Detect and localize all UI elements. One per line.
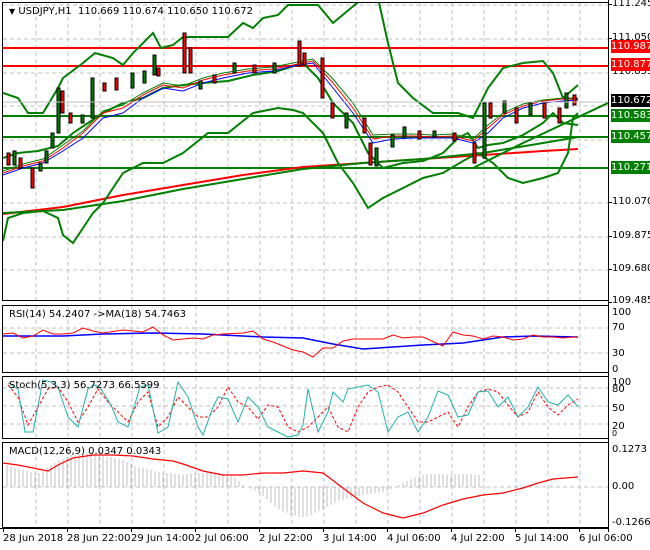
macd-axis-label: 0.1273: [612, 444, 647, 455]
ohlc-values: 110.669 110.674 110.650 110.672: [78, 6, 253, 17]
price-axis-label: 111.245: [612, 0, 650, 9]
xtick: [131, 528, 132, 532]
time-axis-label: 5 Jul 14:00: [515, 533, 569, 544]
support-tag-2: 110.457: [611, 130, 650, 143]
time-axis-label: 29 Jun 14:00: [131, 533, 195, 544]
triangle-down-icon[interactable]: ▼: [9, 7, 16, 16]
price-chart-canvas: [3, 3, 608, 300]
time-axis-label: 2 Jul 22:00: [259, 533, 313, 544]
ytick: [608, 236, 612, 237]
time-axis-label: 28 Jun 2018: [3, 533, 64, 544]
stoch-axis-label: 80: [612, 384, 625, 395]
stoch-axis-label: 0: [612, 429, 618, 438]
rsi-line: [3, 326, 578, 358]
rsi-label: RSI(14) 54.2407 ->MA(18) 54.7463: [9, 309, 186, 320]
macd-axis-label: 0.00: [612, 481, 635, 492]
stoch-grid: [3, 377, 608, 438]
bollinger-upper: [3, 3, 579, 120]
xtick: [515, 528, 516, 532]
stoch-axis-label: 20: [612, 421, 625, 432]
support-tag-1: 110.583: [611, 109, 650, 122]
macd-signal-line: [3, 454, 579, 519]
xtick: [3, 528, 4, 532]
resistance-tag-2: 110.877: [611, 58, 650, 71]
time-axis-label: 28 Jun 22:00: [67, 533, 131, 544]
xtick: [579, 528, 580, 532]
stochastic-pane[interactable]: Stoch(5,3,3) 56.7273 66.5599: [2, 376, 609, 439]
time-axis-label: 4 Jul 22:00: [451, 533, 505, 544]
time-axis-label: 3 Jul 14:00: [323, 533, 377, 544]
stoch-canvas: [3, 377, 608, 438]
symbol-label: USDJPY,H1: [18, 6, 72, 17]
xtick: [195, 528, 196, 532]
rsi-axis-label: 100: [612, 307, 632, 318]
macd-pane[interactable]: MACD(12,26,9) 0.0347 0.0343: [2, 442, 609, 528]
time-axis-label: 4 Jul 06:00: [387, 533, 441, 544]
xtick: [259, 528, 260, 532]
time-axis-label: 2 Jul 06:00: [195, 533, 249, 544]
price-axis-label: 111.050: [612, 32, 650, 43]
symbol-header: ▼ USDJPY,H1 110.669 110.674 110.650 110.…: [9, 6, 253, 17]
trendline: [472, 102, 608, 169]
price-axis-label: 109.485: [612, 295, 650, 306]
stoch-axis-label: 100: [612, 377, 632, 388]
xtick: [387, 528, 388, 532]
price-axis-label: 109.680: [612, 263, 650, 274]
stoch-main-line: [7, 379, 579, 438]
price-axis-label: 110.070: [612, 196, 650, 207]
xtick: [67, 528, 68, 532]
price-chart-pane[interactable]: ▼ USDJPY,H1 110.669 110.674 110.650 110.…: [2, 2, 609, 301]
macd-axis-label: -0.1266: [612, 517, 650, 528]
stoch-axis-label: 50: [612, 403, 625, 414]
macd-grid: [3, 443, 608, 527]
price-axis-line: [608, 0, 609, 532]
rsi-ma-line: [3, 332, 579, 350]
rsi-canvas: [3, 306, 608, 372]
rsi-axis-label: 30: [612, 348, 625, 359]
price-axis-label: 109.875: [612, 230, 650, 241]
stoch-label: Stoch(5,3,3) 56.7273 66.5599: [9, 380, 160, 391]
time-axis-label: 6 Jul 06:00: [579, 533, 633, 544]
macd-histogram: [6, 453, 480, 517]
macd-label: MACD(12,26,9) 0.0347 0.0343: [9, 446, 162, 457]
xtick: [323, 528, 324, 532]
stoch-signal-line: [7, 384, 579, 433]
ytick: [608, 269, 612, 270]
xtick: [451, 528, 452, 532]
rsi-axis-label: 70: [612, 322, 625, 333]
ytick: [608, 4, 612, 5]
time-axis-line: [0, 528, 609, 529]
support-tag-3: 110.271: [611, 161, 650, 174]
resistance-tag-1: 110.987: [611, 40, 650, 53]
current-price-tag: 110.672: [611, 94, 650, 107]
macd-canvas: [3, 443, 608, 527]
ytick: [608, 302, 612, 303]
bollinger-lower: [3, 106, 579, 245]
ytick: [608, 38, 612, 39]
rsi-axis-label: 0: [612, 364, 619, 375]
price-axis-label: 110.855: [612, 66, 650, 77]
ytick: [608, 202, 612, 203]
rsi-pane[interactable]: RSI(14) 54.2407 ->MA(18) 54.7463: [2, 305, 609, 373]
